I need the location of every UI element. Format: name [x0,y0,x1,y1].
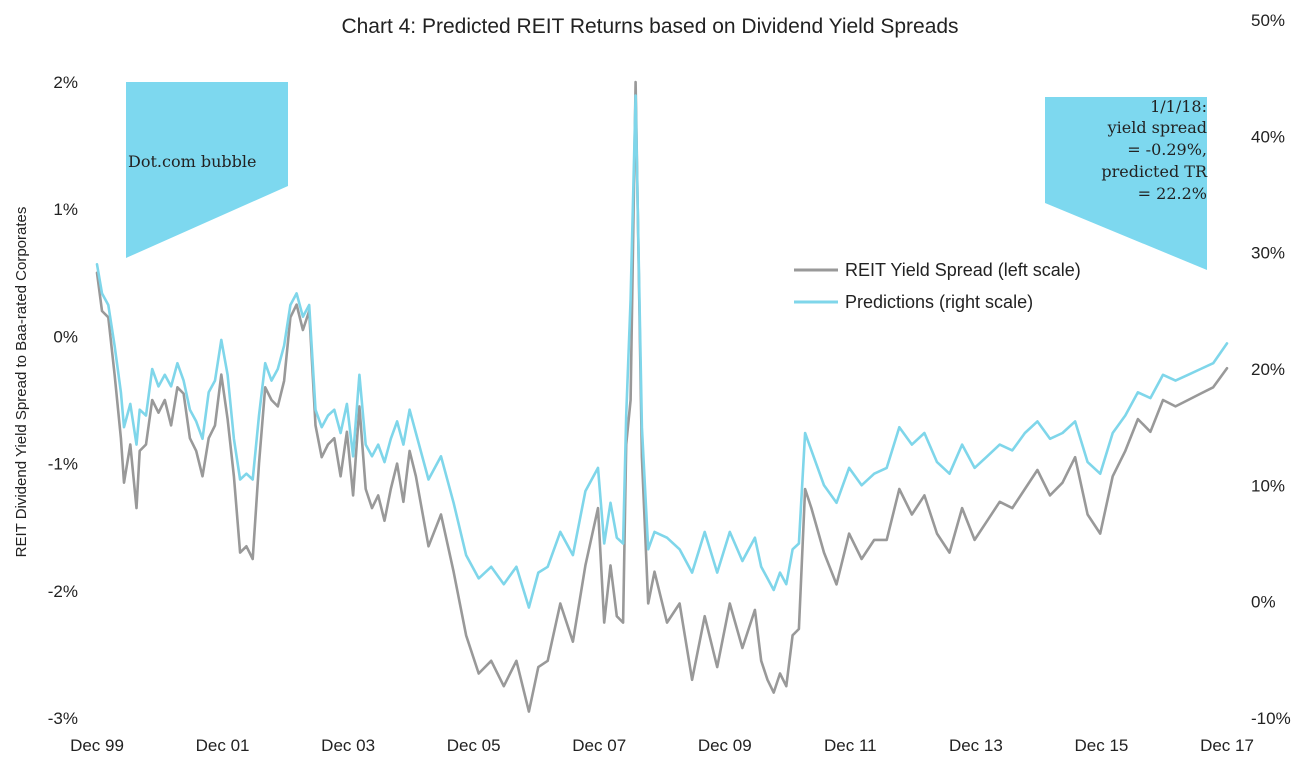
annotation-dotcom-text: Dot.com bubble [128,152,256,171]
x-tick-label: Dec 17 [1200,736,1254,755]
x-tick-label: Dec 13 [949,736,1003,755]
right-tick-label: 40% [1251,127,1285,146]
legend: REIT Yield Spread (left scale) Predictio… [794,260,1081,312]
left-tick-label: 2% [53,73,78,92]
right-tick-label: 30% [1251,244,1285,263]
annotation-latest: 1/1/18: yield spread = -0.29%, predicted… [1045,97,1208,270]
x-axis-ticks: Dec 99 Dec 01 Dec 03 Dec 05 Dec 07 Dec 09 Dec … [70,736,1254,755]
x-tick-label: Dec 15 [1075,736,1129,755]
annotation-latest-shape [1045,97,1207,270]
series-line-predictions [95,94,1229,609]
annotation-latest-line-3: = -0.29%, [1127,140,1207,159]
left-tick-label: -2% [48,582,78,601]
annotation-latest-line-5: = 22.2% [1138,184,1207,203]
x-tick-label: Dec 07 [572,736,626,755]
chart-title: Chart 4: Predicted REIT Returns based on… [341,15,958,38]
right-tick-label: -10% [1251,709,1291,728]
x-tick-label: Dec 05 [447,736,501,755]
left-tick-label: 1% [53,200,78,219]
annotation-dotcom: Dot.com bubble [126,82,288,258]
x-tick-label: Dec 01 [196,736,250,755]
right-tick-label: 10% [1251,476,1285,495]
annotation-latest-line-4: predicted TR [1101,162,1208,181]
x-tick-label: Dec 11 [824,736,877,755]
left-tick-label: 0% [53,327,78,346]
series-layer [95,80,1229,713]
x-tick-label: Dec 99 [70,736,124,755]
annotation-latest-line-1: 1/1/18: [1150,97,1207,116]
annotation-dotcom-shape [126,82,288,258]
legend-label-spread: REIT Yield Spread (left scale) [845,260,1081,280]
right-tick-label: 20% [1251,360,1285,379]
right-tick-label: 50% [1251,11,1285,30]
series-line-yield-spread [95,80,1229,713]
left-axis-ticks: -3% -2% -1% 0% 1% 2% [48,73,78,728]
right-tick-label: 0% [1251,593,1276,612]
x-tick-label: Dec 09 [698,736,752,755]
y-axis-label: REIT Dividend Yield Spread to Baa-rated … [13,207,30,558]
left-tick-label: -3% [48,709,78,728]
right-axis-ticks: -10% 0% 10% 20% 30% 40% 50% [1251,11,1291,728]
left-tick-label: -1% [48,455,78,474]
legend-label-predictions: Predictions (right scale) [845,292,1033,312]
annotation-latest-line-2: yield spread [1107,118,1207,137]
x-tick-label: Dec 03 [321,736,375,755]
